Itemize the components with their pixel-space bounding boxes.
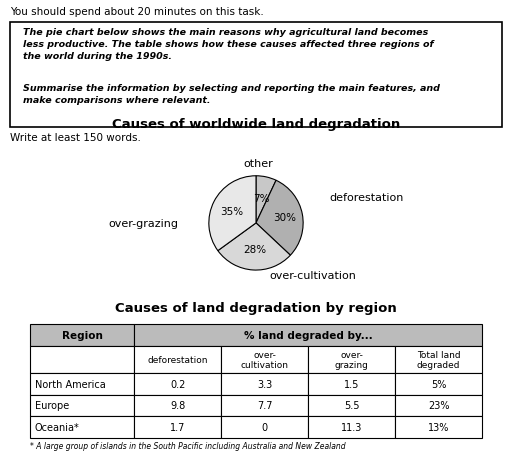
Text: The pie chart below shows the main reasons why agricultural land becomes
less pr: The pie chart below shows the main reaso… — [23, 28, 433, 61]
Bar — [221, 416, 308, 438]
Text: deforestation: deforestation — [147, 355, 208, 364]
Bar — [30, 416, 134, 438]
Bar — [308, 373, 395, 394]
Text: You should spend about 20 minutes on this task.: You should spend about 20 minutes on thi… — [10, 6, 264, 17]
Bar — [221, 394, 308, 416]
Text: Summarise the information by selecting and reporting the main features, and
make: Summarise the information by selecting a… — [23, 83, 439, 104]
Text: Causes of land degradation by region: Causes of land degradation by region — [115, 301, 397, 314]
Text: 0: 0 — [262, 422, 268, 432]
Bar — [134, 373, 221, 394]
Text: Write at least 150 words.: Write at least 150 words. — [10, 133, 141, 143]
Text: 3.3: 3.3 — [257, 379, 272, 389]
Text: 0.2: 0.2 — [170, 379, 185, 389]
Text: 13%: 13% — [428, 422, 450, 432]
Text: deforestation: deforestation — [329, 193, 403, 202]
Bar — [308, 416, 395, 438]
Text: 1.7: 1.7 — [170, 422, 185, 432]
Text: 7%: 7% — [253, 193, 270, 203]
Title: Causes of worldwide land degradation: Causes of worldwide land degradation — [112, 118, 400, 131]
Bar — [308, 346, 395, 373]
Text: Europe: Europe — [35, 400, 69, 411]
Bar — [395, 373, 482, 394]
Text: Oceania*: Oceania* — [35, 422, 79, 432]
Text: 11.3: 11.3 — [341, 422, 362, 432]
Bar — [308, 394, 395, 416]
Bar — [395, 346, 482, 373]
Wedge shape — [218, 224, 290, 270]
Bar — [221, 373, 308, 394]
Bar — [395, 394, 482, 416]
Text: over-
grazing: over- grazing — [335, 350, 369, 369]
Text: % land degraded by...: % land degraded by... — [244, 331, 373, 340]
Bar — [134, 394, 221, 416]
Bar — [221, 346, 308, 373]
Text: 23%: 23% — [428, 400, 450, 411]
Bar — [30, 325, 134, 346]
Bar — [30, 373, 134, 394]
Bar — [134, 416, 221, 438]
Text: 28%: 28% — [243, 244, 266, 254]
Text: Region: Region — [61, 331, 102, 340]
Text: 9.8: 9.8 — [170, 400, 185, 411]
Wedge shape — [256, 176, 276, 224]
Text: 5.5: 5.5 — [344, 400, 359, 411]
Text: 5%: 5% — [431, 379, 446, 389]
Text: 1.5: 1.5 — [344, 379, 359, 389]
Bar — [30, 394, 134, 416]
Text: 35%: 35% — [220, 206, 243, 216]
Text: 30%: 30% — [273, 213, 296, 223]
Text: 7.7: 7.7 — [257, 400, 272, 411]
Text: Total land
degraded: Total land degraded — [417, 350, 460, 369]
Text: * A large group of islands in the South Pacific including Australia and New Zeal: * A large group of islands in the South … — [30, 441, 346, 450]
Text: over-grazing: over-grazing — [108, 219, 178, 228]
Text: North America: North America — [35, 379, 105, 389]
Text: over-
cultivation: over- cultivation — [241, 350, 289, 369]
Wedge shape — [256, 181, 303, 256]
Text: over-cultivation: over-cultivation — [269, 270, 356, 280]
FancyBboxPatch shape — [10, 23, 502, 127]
Bar — [30, 346, 134, 373]
Bar — [134, 325, 482, 346]
Wedge shape — [209, 176, 256, 251]
Bar — [395, 416, 482, 438]
Text: other: other — [244, 158, 273, 168]
Bar — [134, 346, 221, 373]
